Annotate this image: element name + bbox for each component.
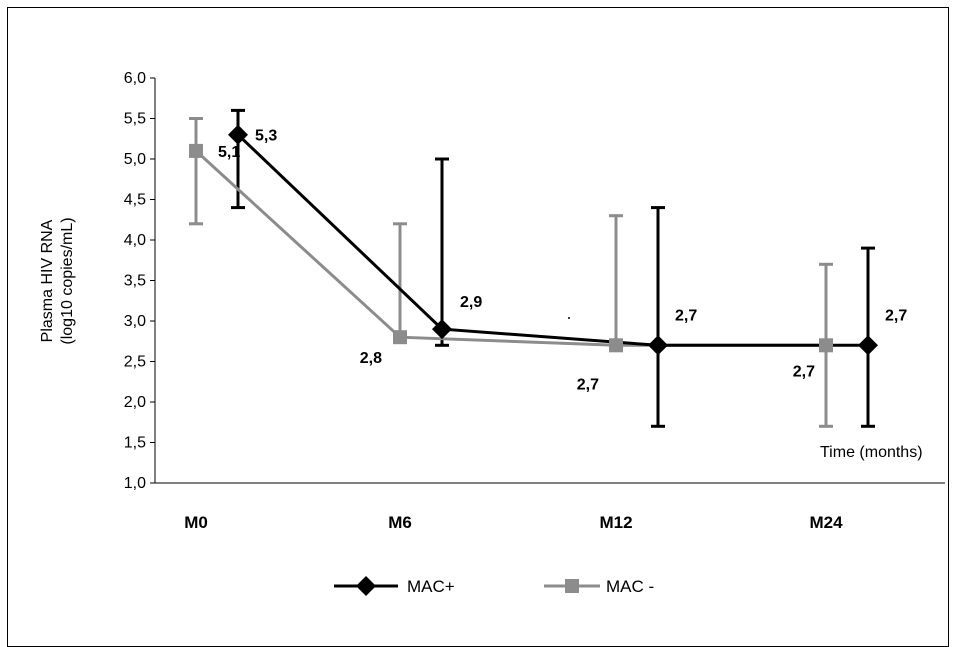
legend-label: MAC - <box>606 577 654 596</box>
x-annotation: Time (months) <box>820 444 923 461</box>
legend: MAC+ MAC - <box>334 576 654 596</box>
y-tick-label: 1,0 <box>124 475 146 492</box>
y-axis-title-line: Plasma HIV RNA <box>39 219 56 342</box>
data-point-square <box>393 330 407 345</box>
y-tick-label: 4,0 <box>124 232 146 249</box>
y-tick-label: 4,5 <box>124 192 146 209</box>
data-point-square <box>819 338 833 353</box>
data-point-diamond <box>432 319 452 340</box>
stray-dot <box>568 317 570 319</box>
legend-label: MAC+ <box>407 577 455 596</box>
legend-item-mac-plus: MAC+ <box>334 576 455 596</box>
x-categories: M0 M6 M12 M24 <box>184 513 843 532</box>
y-tick-label: 1,5 <box>124 435 146 452</box>
y-tick-label: 5,0 <box>124 151 146 168</box>
y-tick-label: 2,5 <box>124 354 146 371</box>
y-tick-label: 3,0 <box>124 313 146 330</box>
y-tick-label: 2,0 <box>124 394 146 411</box>
series-line-mac-minus <box>194 149 826 347</box>
series-lines <box>194 133 868 347</box>
data-point-diamond <box>228 124 248 145</box>
error-bars <box>189 108 875 428</box>
legend-diamond-marker <box>356 576 376 596</box>
line-chart: Plasma HIV RNA (log10 copies/mL) 1,0 1,5 2,… <box>39 70 945 596</box>
legend-item-mac-minus: MAC - <box>544 577 654 596</box>
data-label: 2,8 <box>360 350 382 367</box>
data-label: 2,7 <box>793 363 815 380</box>
data-label: 2,9 <box>460 294 482 311</box>
data-point-square <box>609 338 623 353</box>
x-category-label: M12 <box>599 513 632 532</box>
data-labels: 5,3 2,9 2,7 2,7 5,1 2,8 2,7 2,7 <box>218 128 907 394</box>
y-tick-label: 6,0 <box>124 70 146 87</box>
y-tick-label: 5,5 <box>124 111 146 128</box>
data-point-diamond <box>858 335 878 356</box>
y-ticks: 1,0 1,5 2,0 2,5 3,0 3,5 4,0 4,5 5,0 5,5 6,0 <box>124 70 155 492</box>
data-label: 2,7 <box>675 307 697 324</box>
series-markers <box>189 124 878 356</box>
data-point-diamond <box>648 335 668 356</box>
data-label: 5,3 <box>255 128 277 145</box>
y-tick-label: 3,5 <box>124 273 146 290</box>
data-label: 2,7 <box>577 376 599 393</box>
y-axis-title: Plasma HIV RNA (log10 copies/mL) <box>39 217 76 344</box>
x-category-label: M24 <box>809 513 843 532</box>
data-point-square <box>189 143 203 158</box>
data-label: 5,1 <box>218 144 240 161</box>
x-category-label: M6 <box>388 513 412 532</box>
legend-square-marker <box>565 579 579 593</box>
x-category-label: M0 <box>184 513 208 532</box>
data-label: 2,7 <box>885 307 907 324</box>
chart-frame <box>7 7 949 647</box>
series-line-mac-plus <box>236 133 868 347</box>
y-axis-title-line: (log10 copies/mL) <box>59 217 76 344</box>
